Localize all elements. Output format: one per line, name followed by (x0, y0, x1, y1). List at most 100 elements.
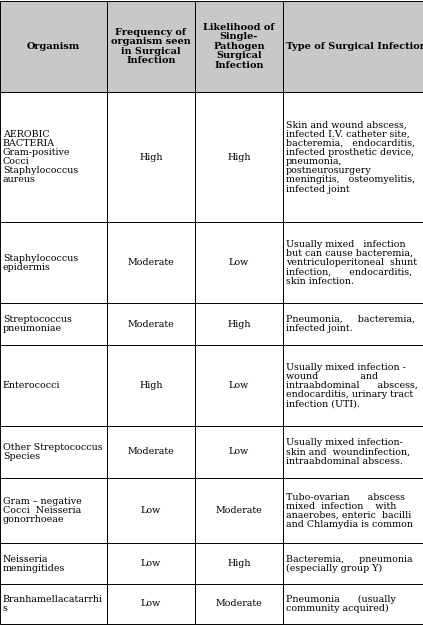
Text: Branhamellacatarrhi: Branhamellacatarrhi (3, 595, 103, 604)
Text: High: High (139, 152, 163, 161)
Text: skin and  woundinfection,: skin and woundinfection, (286, 448, 410, 456)
Text: Cocci: Cocci (3, 157, 30, 166)
Text: meningitis,   osteomyelitis,: meningitis, osteomyelitis, (286, 176, 415, 184)
Text: Type of Surgical Infection: Type of Surgical Infection (286, 42, 423, 51)
Bar (0, 222, 107, 303)
Text: Low: Low (141, 599, 161, 608)
Bar (107, 92, 195, 222)
Bar (107, 222, 195, 303)
Text: Low: Low (141, 559, 161, 568)
Text: skin infection.: skin infection. (286, 276, 354, 286)
Bar (195, 303, 283, 345)
Text: Low: Low (229, 258, 249, 267)
Text: mixed  infection    with: mixed infection with (286, 502, 396, 511)
Text: infection (UTI).: infection (UTI). (286, 399, 360, 408)
Text: Infection: Infection (126, 56, 176, 65)
Bar (107, 584, 195, 624)
Text: Cocci  Neisseria: Cocci Neisseria (3, 506, 81, 515)
Bar (195, 345, 283, 426)
Bar (283, 426, 423, 478)
Text: Infection: Infection (214, 61, 264, 70)
Text: s: s (3, 604, 8, 613)
Bar (283, 92, 423, 222)
Text: Organism: Organism (27, 42, 80, 51)
Bar (283, 303, 423, 345)
Text: intraabdominal      abscess,: intraabdominal abscess, (286, 381, 418, 390)
Bar (283, 478, 423, 544)
Bar (107, 303, 195, 345)
Bar (107, 345, 195, 426)
Text: and Chlamydia is common: and Chlamydia is common (286, 520, 413, 529)
Bar (107, 544, 195, 584)
Text: Pneumonia,     bacteremia,: Pneumonia, bacteremia, (286, 315, 415, 324)
Bar (0, 345, 107, 426)
Text: Bacteremia,     pneumonia: Bacteremia, pneumonia (286, 554, 412, 564)
Text: anaerobes, enteric  bacilli: anaerobes, enteric bacilli (286, 511, 411, 520)
Text: gonorrhoeae: gonorrhoeae (3, 516, 64, 524)
Text: infected prosthetic device,: infected prosthetic device, (286, 148, 414, 157)
Bar (107, 1, 195, 92)
Text: infected joint: infected joint (286, 184, 350, 194)
Text: Low: Low (141, 506, 161, 515)
Text: High: High (227, 152, 251, 161)
Text: Usually mixed infection-: Usually mixed infection- (286, 438, 403, 448)
Text: Staphylococcus: Staphylococcus (3, 254, 78, 262)
Text: infected I.V. catheter site,: infected I.V. catheter site, (286, 129, 410, 139)
Text: Moderate: Moderate (216, 506, 262, 515)
Text: High: High (139, 381, 163, 390)
Text: pneumoniae: pneumoniae (3, 324, 62, 333)
Bar (0, 478, 107, 544)
Bar (283, 345, 423, 426)
Bar (0, 1, 107, 92)
Text: meningitides: meningitides (3, 564, 66, 572)
Text: Usually mixed   infection: Usually mixed infection (286, 240, 406, 249)
Bar (107, 478, 195, 544)
Text: but can cause bacteremia,: but can cause bacteremia, (286, 249, 413, 258)
Text: Other Streptococcus: Other Streptococcus (3, 442, 103, 452)
Bar (195, 544, 283, 584)
Text: Species: Species (3, 452, 40, 461)
Text: High: High (227, 559, 251, 568)
Text: wound              and: wound and (286, 372, 378, 381)
Text: Gram-positive: Gram-positive (3, 148, 71, 157)
Text: bacteremia,   endocarditis,: bacteremia, endocarditis, (286, 139, 415, 148)
Bar (195, 478, 283, 544)
Text: Staphylococcus: Staphylococcus (3, 166, 78, 175)
Bar (0, 544, 107, 584)
Text: Low: Low (229, 448, 249, 456)
Text: Low: Low (229, 381, 249, 390)
Text: Moderate: Moderate (216, 599, 262, 608)
Text: BACTERIA: BACTERIA (3, 139, 55, 148)
Bar (0, 584, 107, 624)
Bar (195, 222, 283, 303)
Text: Skin and wound abscess,: Skin and wound abscess, (286, 121, 407, 129)
Bar (195, 426, 283, 478)
Text: Tubo-ovarian      abscess: Tubo-ovarian abscess (286, 492, 405, 501)
Text: Neisseria: Neisseria (3, 554, 49, 564)
Text: pneumonia,: pneumonia, (286, 157, 343, 166)
Text: Gram – negative: Gram – negative (3, 497, 82, 506)
Text: Surgical: Surgical (216, 51, 262, 60)
Text: Single-: Single- (220, 32, 258, 41)
Text: Moderate: Moderate (128, 319, 174, 329)
Text: community acquired): community acquired) (286, 604, 389, 613)
Text: postneurosurgery: postneurosurgery (286, 166, 372, 175)
Text: (especially group Y): (especially group Y) (286, 564, 382, 572)
Text: organism seen: organism seen (111, 37, 191, 46)
Bar (283, 584, 423, 624)
Text: Pneumonia      (usually: Pneumonia (usually (286, 595, 396, 604)
Bar (283, 544, 423, 584)
Text: Likelihood of: Likelihood of (203, 23, 275, 32)
Text: Moderate: Moderate (128, 448, 174, 456)
Text: Pathogen: Pathogen (213, 42, 265, 51)
Text: intraabdominal abscess.: intraabdominal abscess. (286, 457, 403, 466)
Text: aureus: aureus (3, 176, 36, 184)
Text: Moderate: Moderate (128, 258, 174, 267)
Text: ventriculoperitoneal  shunt: ventriculoperitoneal shunt (286, 258, 417, 267)
Text: Frequency of: Frequency of (115, 28, 187, 37)
Bar (283, 1, 423, 92)
Text: infected joint.: infected joint. (286, 324, 353, 333)
Text: Enterococci: Enterococci (3, 381, 60, 390)
Text: AEROBIC: AEROBIC (3, 129, 49, 139)
Bar (0, 303, 107, 345)
